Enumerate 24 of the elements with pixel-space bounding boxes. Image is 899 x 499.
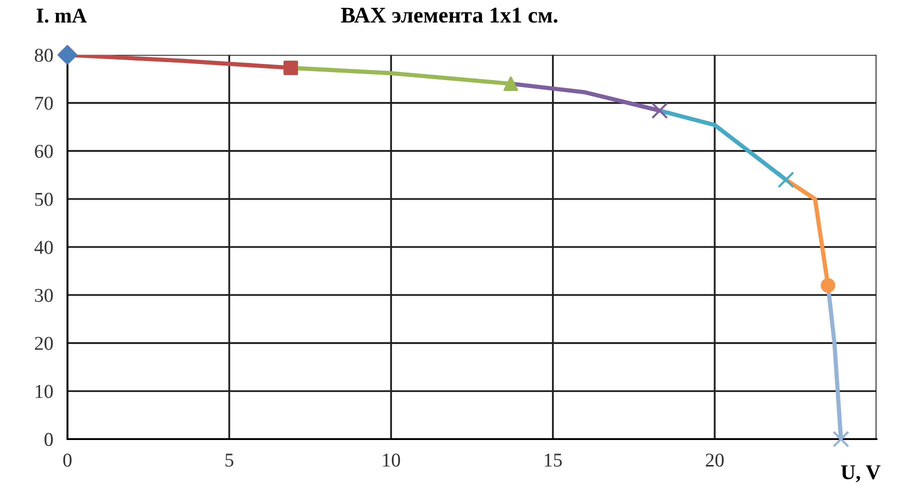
y-tick-label: 40: [34, 240, 53, 254]
y-tick-label: 0: [44, 432, 53, 446]
point: [283, 60, 298, 76]
x-tick-label: 5: [226, 454, 234, 467]
y-tick-label: 30: [35, 288, 53, 302]
point: [778, 171, 794, 188]
point: [832, 430, 850, 448]
x-tick-label: 0: [63, 454, 72, 467]
y-tick-label: 70: [35, 96, 53, 110]
x-tick-label: 10: [383, 454, 400, 467]
y-tick-label: 20: [34, 336, 53, 350]
y-tick-label: 10: [36, 384, 53, 398]
y-axis-title: I. mA: [36, 8, 87, 23]
chart-title: ВАХ элемента 1х1 см.: [340, 8, 558, 23]
point: [651, 102, 668, 119]
point: [504, 76, 518, 91]
y-tick-label: 50: [35, 192, 53, 206]
y-tick-label: 80: [34, 48, 53, 62]
point: [820, 278, 836, 293]
point: [58, 45, 78, 65]
x-tick-label: 15: [544, 454, 562, 467]
x-axis-title: U, V: [841, 465, 880, 482]
y-tick-label: 60: [34, 144, 53, 158]
x-tick-label: 20: [706, 454, 724, 467]
